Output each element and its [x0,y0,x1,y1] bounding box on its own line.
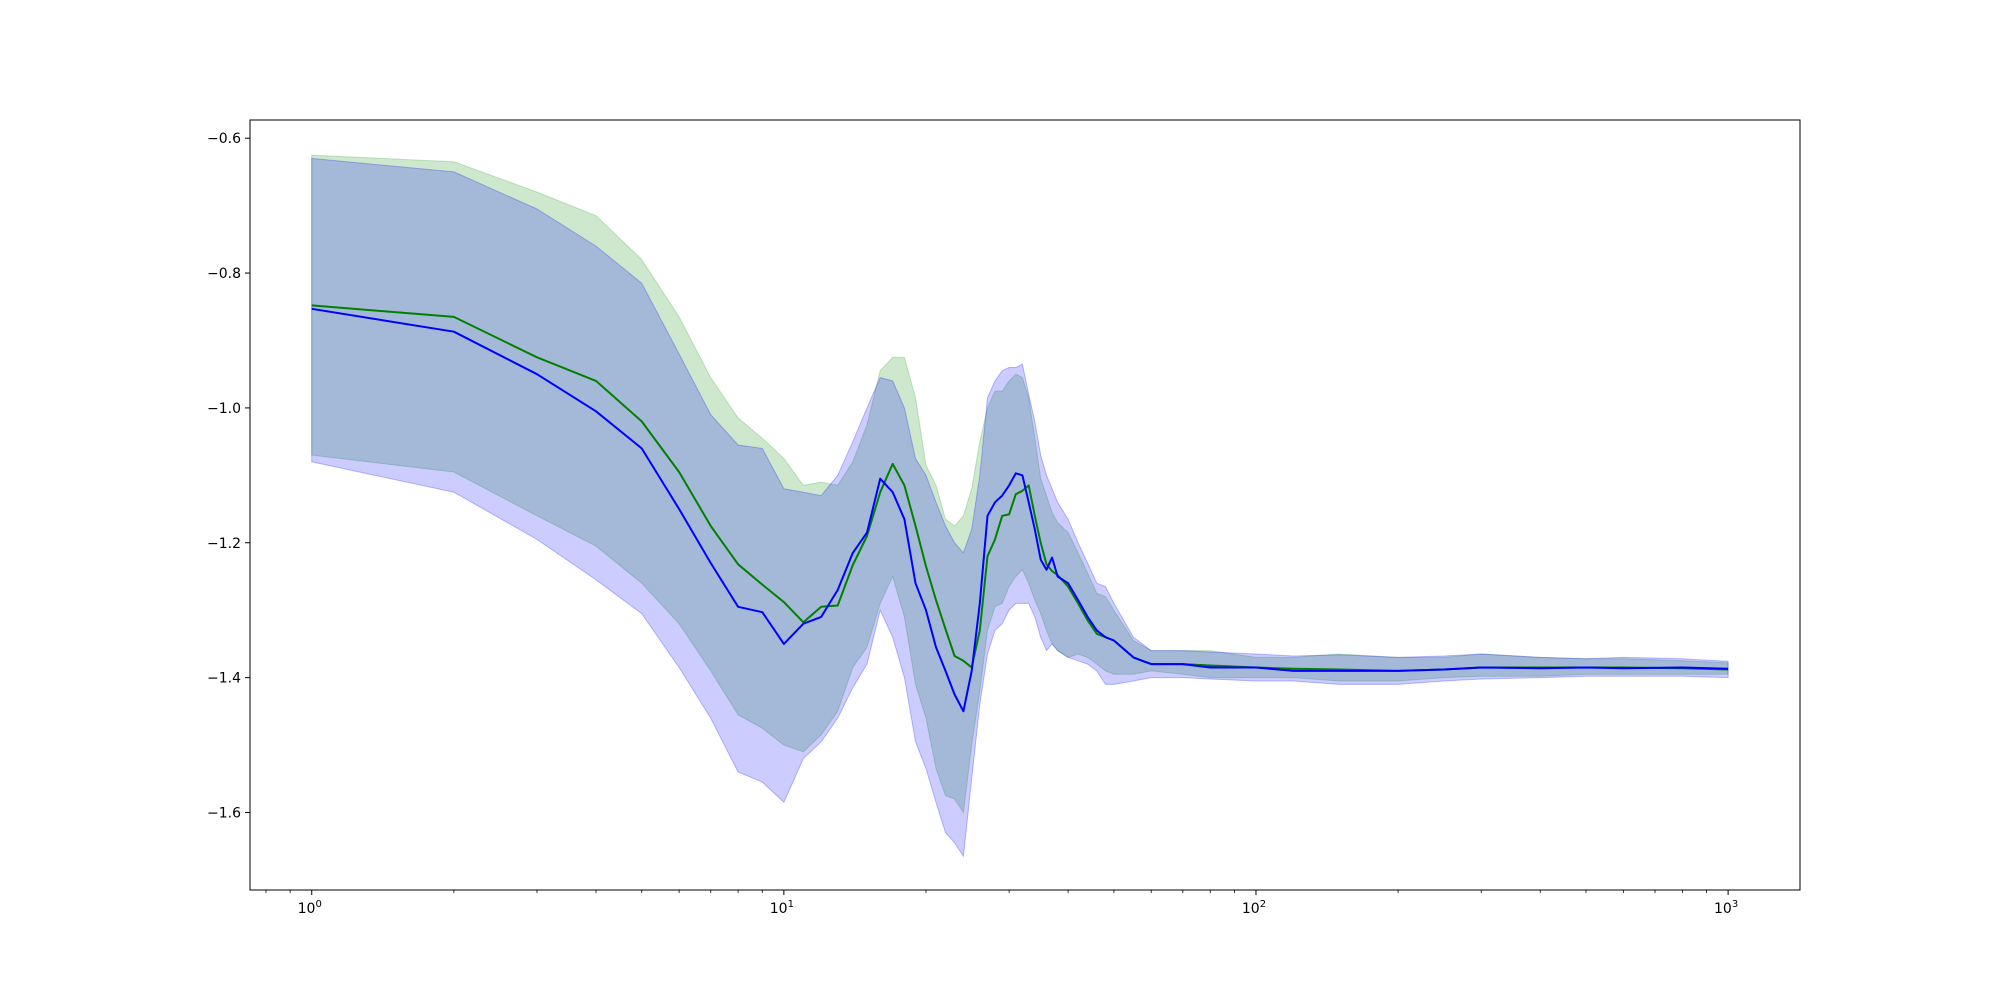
series-lines [311,304,1729,713]
y-tick-label: −1.2 [207,536,241,552]
x-tick-label: 103 [1714,899,1738,917]
y-tick-label: −0.6 [207,131,241,147]
y-tick-label: −1.6 [207,805,241,821]
series-2-line [311,307,1729,713]
y-tick-label: −1.0 [207,401,241,417]
series-2-band [311,157,1729,858]
x-tick-label: 101 [770,899,794,917]
series-1-band [311,154,1729,814]
y-tick-label: −0.8 [207,266,241,282]
y-axis: −0.6 −0.8 −1.0 −1.2 −1.4 −1.6 [207,131,250,821]
x-tick-label: 100 [298,899,322,917]
y-tick-label: −1.4 [207,671,241,687]
x-tick-label: 102 [1242,899,1266,917]
x-axis: 100 101 102 103 [265,890,1738,917]
confidence-bands [311,154,1729,858]
plot-frame [249,119,1801,891]
